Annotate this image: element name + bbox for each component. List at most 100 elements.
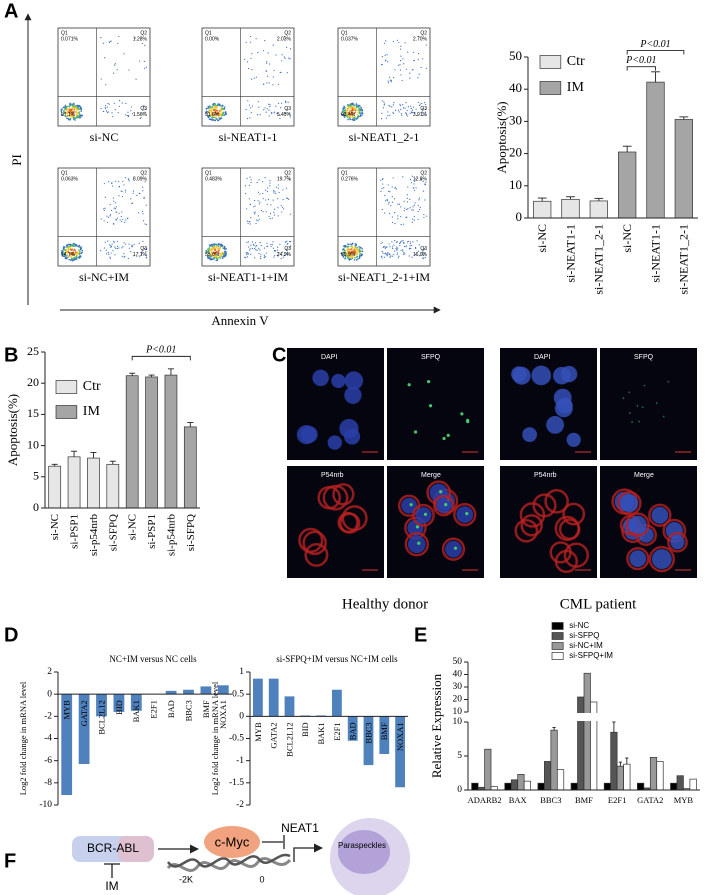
flow-dot xyxy=(249,35,252,38)
flow-dot xyxy=(244,185,247,187)
flow-dot xyxy=(389,106,391,108)
x-tick-label: BBC3 xyxy=(183,700,193,721)
y-tick-label: 0 xyxy=(33,500,39,514)
flow-dot xyxy=(387,111,389,113)
flow-dot xyxy=(380,242,382,245)
flow-dot xyxy=(381,208,383,211)
flow-dot xyxy=(207,249,210,252)
flow-dot xyxy=(289,245,292,247)
flow-dot xyxy=(78,246,80,248)
y-tick-label: 20 xyxy=(453,695,463,705)
flow-dot xyxy=(344,112,346,114)
flow-dot xyxy=(124,191,126,193)
flow-dot xyxy=(350,258,352,260)
flow-dot xyxy=(342,252,344,255)
flow-dot xyxy=(100,78,102,80)
flow-dot xyxy=(111,243,113,245)
flow-dot xyxy=(392,177,394,179)
flow-dot xyxy=(145,204,147,206)
flow-dot xyxy=(247,241,250,243)
flow-dot xyxy=(135,78,137,80)
flow-dot xyxy=(388,190,390,192)
flow-dot xyxy=(245,257,247,259)
flow-dot xyxy=(346,252,349,254)
flow-dot xyxy=(412,241,414,243)
bar xyxy=(637,782,645,791)
flow-dot xyxy=(389,114,391,116)
flow-dot xyxy=(112,250,114,252)
flow-dot xyxy=(210,251,213,254)
flow-dot xyxy=(216,112,219,115)
flow-dot xyxy=(386,54,388,56)
bar xyxy=(78,694,90,764)
flow-dot xyxy=(105,84,107,86)
y-axis-label: Log2 fold change in mRNA level xyxy=(18,681,28,795)
bar xyxy=(517,774,525,791)
flow-dot xyxy=(279,243,281,245)
bar xyxy=(533,200,552,219)
flow-dot xyxy=(401,79,403,82)
flow-dot xyxy=(114,202,117,204)
flow-dot xyxy=(280,205,282,207)
flow-dot xyxy=(210,243,213,246)
flow-dot xyxy=(415,108,417,110)
flow-dot xyxy=(265,70,267,72)
flow-dot xyxy=(106,215,108,217)
flow-dot xyxy=(78,105,81,107)
flow-dot xyxy=(403,210,405,212)
flow-dot xyxy=(210,254,213,256)
bar xyxy=(670,782,678,791)
flow-dot xyxy=(273,192,275,194)
flow-dot xyxy=(72,112,74,114)
flow-dot xyxy=(105,108,107,110)
flow-dot xyxy=(105,110,108,112)
flow-dot xyxy=(279,71,281,73)
quadrant-label: Q3 xyxy=(284,106,291,112)
flow-dot xyxy=(74,245,76,247)
flow-dot xyxy=(269,185,271,187)
flow-dot xyxy=(249,117,251,119)
flow-dot xyxy=(399,104,401,107)
nucleus-stain xyxy=(436,498,452,514)
flow-dot xyxy=(418,244,420,246)
sample-name: si-NEAT1_2-1+IM xyxy=(338,270,430,284)
flow-dot xyxy=(67,108,69,110)
flow-dot xyxy=(222,255,225,258)
flow-dot xyxy=(388,104,390,107)
flow-dot xyxy=(104,107,106,109)
flow-dot xyxy=(391,201,394,203)
speckle-stain xyxy=(409,503,413,507)
flow-dot xyxy=(398,111,400,113)
flow-dot xyxy=(66,112,69,114)
flow-dot xyxy=(417,250,419,252)
flow-dot xyxy=(219,243,222,246)
flow-dot xyxy=(250,57,252,60)
flow-dot xyxy=(264,176,266,179)
flow-dot xyxy=(250,112,252,114)
quadrant-label: Q2 xyxy=(420,170,427,176)
y-tick-label: 10 xyxy=(509,177,522,192)
flow-dot xyxy=(410,182,412,184)
y-tick-label: 10 xyxy=(453,707,463,717)
flow-dot xyxy=(352,252,355,254)
flow-dot xyxy=(117,42,119,45)
flow-dot xyxy=(357,115,360,118)
bar xyxy=(556,769,565,791)
flow-x-label: Annexin V xyxy=(211,313,269,328)
flow-dot xyxy=(216,259,219,261)
flow-dot xyxy=(353,256,355,258)
flow-dot xyxy=(388,201,390,203)
flow-dot xyxy=(381,64,383,66)
flow-dot xyxy=(402,58,404,60)
flow-dot xyxy=(409,72,411,74)
flow-dot xyxy=(381,112,383,114)
flow-dot xyxy=(268,109,270,111)
flow-dot xyxy=(213,246,216,248)
flow-dot xyxy=(277,249,279,251)
flow-dot xyxy=(106,106,109,108)
flow-dot xyxy=(245,252,247,254)
flow-dot xyxy=(262,198,264,200)
flow-dot xyxy=(63,252,66,254)
flow-dot xyxy=(69,114,72,116)
flow-dot xyxy=(394,69,396,71)
